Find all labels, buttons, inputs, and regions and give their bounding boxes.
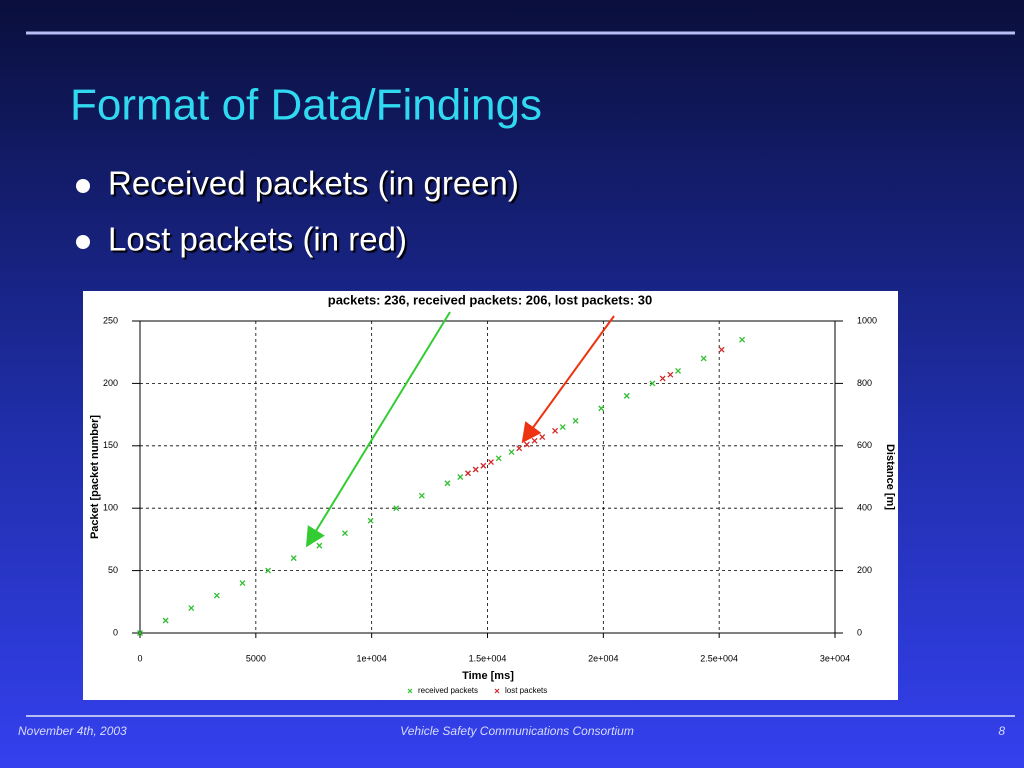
x-tick-label: 1.5e+004 — [469, 653, 507, 663]
legend-label: received packets — [418, 686, 478, 695]
y-axis-label: Packet [packet number] — [89, 415, 101, 539]
data-point — [457, 474, 464, 480]
data-point — [444, 480, 451, 487]
legend-marker — [494, 688, 500, 694]
data-point — [572, 417, 579, 424]
data-point — [488, 459, 494, 465]
data-point — [162, 617, 169, 624]
y-tick-label: 0 — [113, 627, 118, 637]
x-tick-label: 2.5e+004 — [700, 653, 738, 663]
bullet-text: Received packets (in green) — [108, 165, 519, 202]
data-point — [675, 367, 682, 374]
data-point — [623, 392, 630, 399]
data-point — [495, 455, 502, 462]
chart: packets: 236, received packets: 206, los… — [83, 291, 898, 700]
chart-background — [83, 291, 898, 700]
y2-tick-label: 0 — [857, 627, 862, 637]
bullet-dot — [76, 179, 90, 193]
y-tick-label: 50 — [108, 565, 118, 575]
y2-tick-label: 1000 — [857, 315, 877, 325]
footer-date: November 4th, 2003 — [18, 724, 127, 738]
bullet-dot — [76, 235, 90, 249]
y2-tick-label: 800 — [857, 378, 872, 388]
data-point — [239, 580, 246, 587]
y-tick-label: 150 — [103, 440, 118, 450]
y2-tick-label: 400 — [857, 503, 872, 513]
slide-title: Format of Data/Findings — [70, 81, 542, 130]
data-point — [667, 371, 674, 378]
data-point — [465, 470, 471, 477]
data-point — [137, 630, 143, 636]
data-point — [342, 530, 348, 537]
x-tick-label: 5000 — [246, 653, 266, 663]
chart-title: packets: 236, received packets: 206, los… — [328, 292, 652, 307]
y2-tick-label: 200 — [857, 565, 872, 575]
footer-organization: Vehicle Safety Communications Consortium — [400, 724, 634, 738]
data-point — [367, 517, 374, 524]
data-point — [213, 592, 220, 599]
x-tick-label: 1e+004 — [357, 653, 387, 663]
data-point — [290, 555, 297, 562]
y2-axis-label: Distance [m] — [884, 444, 896, 510]
data-point — [649, 380, 656, 387]
data-point — [508, 449, 515, 455]
footer-page: 8 — [998, 724, 1005, 738]
data-point — [559, 424, 566, 431]
data-point — [188, 605, 195, 611]
data-point — [739, 336, 746, 343]
x-axis-label: Time [ms] — [462, 670, 514, 682]
y-tick-label: 200 — [103, 378, 118, 388]
y2-tick-label: 600 — [857, 440, 872, 450]
x-tick-label: 0 — [137, 653, 142, 663]
annotation-arrow — [521, 315, 615, 444]
data-point — [552, 427, 559, 434]
data-point — [718, 346, 725, 353]
data-point — [472, 466, 479, 473]
legend-marker — [407, 688, 413, 694]
data-point — [659, 375, 666, 382]
data-point — [480, 462, 487, 469]
data-point — [598, 405, 605, 412]
x-tick-label: 3e+004 — [820, 653, 850, 663]
y-tick-label: 100 — [103, 503, 118, 513]
y-tick-label: 250 — [103, 315, 118, 325]
data-point — [418, 492, 425, 499]
legend-label: lost packets — [505, 686, 547, 695]
data-point — [516, 445, 523, 452]
annotation-arrow — [305, 311, 451, 548]
data-point — [265, 567, 272, 574]
data-point — [393, 505, 400, 512]
x-tick-label: 2e+004 — [588, 653, 618, 663]
data-point — [700, 355, 707, 362]
bullet-text: Lost packets (in red) — [108, 221, 407, 258]
